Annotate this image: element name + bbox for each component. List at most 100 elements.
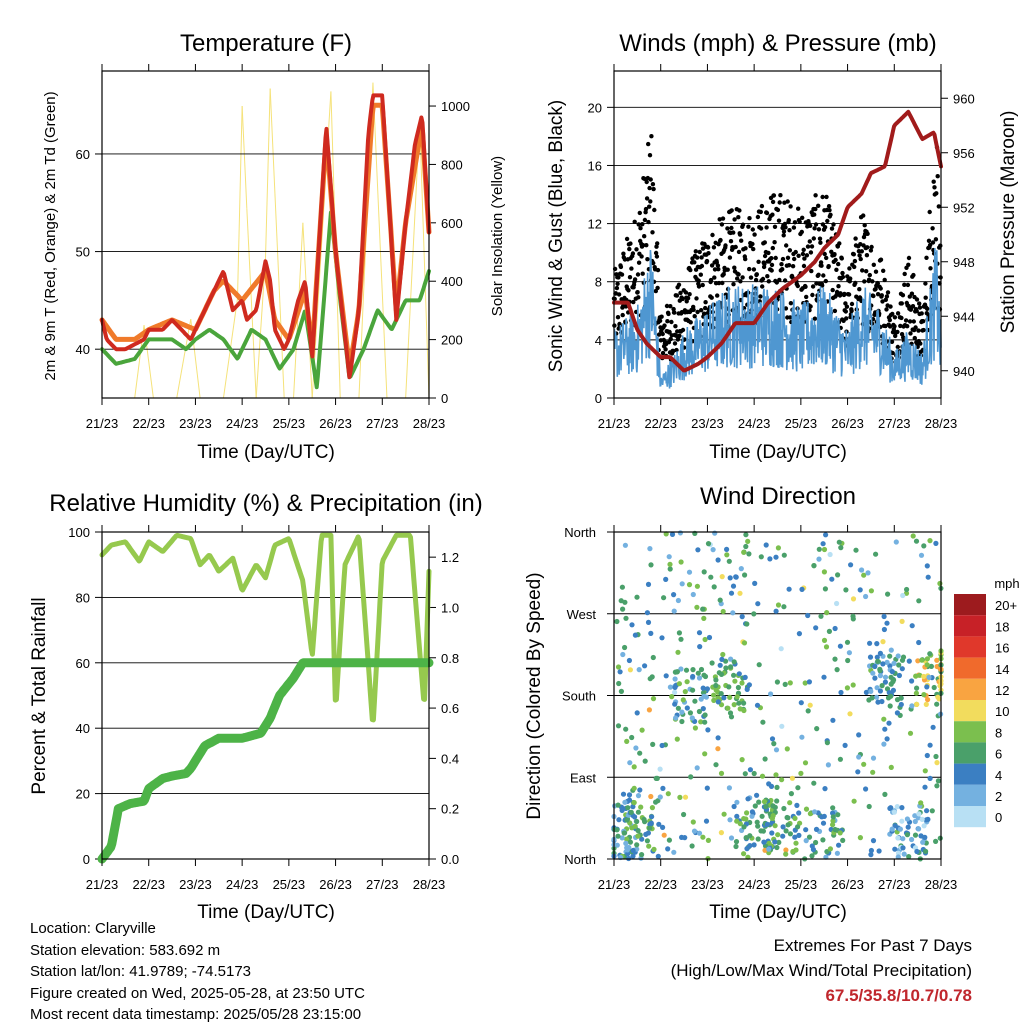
direction-point xyxy=(745,796,751,802)
direction-point xyxy=(634,594,640,600)
gust-point xyxy=(927,242,933,248)
direction-point xyxy=(683,667,690,673)
speed-legend-swatch xyxy=(954,594,986,616)
gust-point xyxy=(818,260,824,265)
direction-point xyxy=(625,851,631,857)
temperature-y2tick-label: 800 xyxy=(441,157,463,172)
humidity-y2tick-label: 0.6 xyxy=(441,701,459,716)
direction-point xyxy=(679,834,685,841)
direction-point xyxy=(692,725,699,731)
direction-point xyxy=(888,693,894,699)
direction-point xyxy=(803,806,810,812)
gust-point xyxy=(614,285,620,291)
direction-point xyxy=(859,567,865,573)
direction-point xyxy=(796,810,802,816)
gust-point xyxy=(831,222,836,227)
direction-point xyxy=(649,805,656,811)
direction-point xyxy=(659,742,665,749)
gust-point xyxy=(832,252,837,257)
gust-point xyxy=(766,250,771,256)
gust-point xyxy=(826,204,832,209)
gust-point xyxy=(736,215,741,220)
gust-point xyxy=(619,272,625,277)
gust-point xyxy=(728,239,734,244)
gust-point xyxy=(688,267,693,273)
gust-point xyxy=(680,327,686,333)
direction-point xyxy=(927,775,933,782)
gust-point xyxy=(754,272,759,277)
direction-point xyxy=(837,830,843,836)
direction-point xyxy=(624,738,630,745)
humidity-frame xyxy=(101,531,430,860)
direction-point xyxy=(786,586,792,592)
gust-point xyxy=(820,194,825,200)
gust-point xyxy=(733,244,738,250)
direction-point xyxy=(741,816,747,822)
gust-point xyxy=(804,294,809,300)
direction-point xyxy=(725,705,731,711)
gust-point xyxy=(909,291,915,296)
direction-point xyxy=(884,620,890,626)
gust-point xyxy=(928,266,933,271)
gust-point xyxy=(787,248,793,253)
gust-point xyxy=(712,275,717,280)
direction-point xyxy=(896,672,903,679)
direction-point xyxy=(934,657,940,663)
gust-point xyxy=(646,219,651,225)
direction-point xyxy=(783,828,789,834)
gust-point xyxy=(758,294,763,299)
direction-point xyxy=(840,837,846,844)
speed-legend-swatch xyxy=(954,636,986,658)
direction-point xyxy=(846,650,853,656)
direction-point xyxy=(773,747,780,753)
direction-point xyxy=(623,726,629,732)
gust-point xyxy=(782,278,788,283)
direction-point xyxy=(899,818,905,824)
gust-point xyxy=(693,249,698,254)
gust-point xyxy=(736,249,742,255)
direction-point xyxy=(732,678,738,684)
gust-point xyxy=(781,229,787,234)
direction-point xyxy=(884,659,890,666)
gust-point xyxy=(884,307,889,312)
direction-point xyxy=(616,817,622,823)
gust-point xyxy=(832,308,838,314)
direction-point xyxy=(672,676,678,682)
direction-point xyxy=(657,766,663,772)
gust-point xyxy=(836,284,841,289)
direction-point xyxy=(820,541,826,547)
direction-point xyxy=(768,691,774,697)
gust-point xyxy=(696,278,701,283)
humidity-y2tick-label: 1.0 xyxy=(441,600,459,615)
gust-point xyxy=(824,255,829,261)
temperature-xtick-label: 22/23 xyxy=(132,416,165,431)
direction-point xyxy=(918,800,924,806)
direction-point xyxy=(868,852,874,858)
direction-point xyxy=(694,765,700,771)
direction-point xyxy=(927,538,933,544)
direction-point xyxy=(920,839,926,845)
direction-point xyxy=(909,836,915,843)
direction-point xyxy=(894,710,901,716)
direction-point xyxy=(820,837,826,843)
direction-point xyxy=(642,758,648,764)
direction-point xyxy=(692,698,698,704)
temperature-y2tick-label: 1000 xyxy=(441,99,470,114)
direction-frame xyxy=(613,531,942,860)
gust-point xyxy=(925,306,930,311)
direction-point xyxy=(899,805,905,811)
direction-point xyxy=(627,760,633,766)
gust-point xyxy=(709,295,714,300)
gust-point xyxy=(640,271,645,276)
direction-point xyxy=(622,599,628,605)
gust-point xyxy=(647,153,653,158)
direction-point xyxy=(629,734,635,741)
direction-point xyxy=(742,674,748,681)
direction-point xyxy=(805,708,811,714)
gust-point xyxy=(770,212,775,217)
direction-point xyxy=(924,662,930,668)
recent-timestamp: Most recent data timestamp: 2025/05/28 2… xyxy=(30,1006,362,1023)
gust-point xyxy=(873,269,879,274)
direction-point xyxy=(870,838,877,844)
direction-point xyxy=(913,690,920,696)
